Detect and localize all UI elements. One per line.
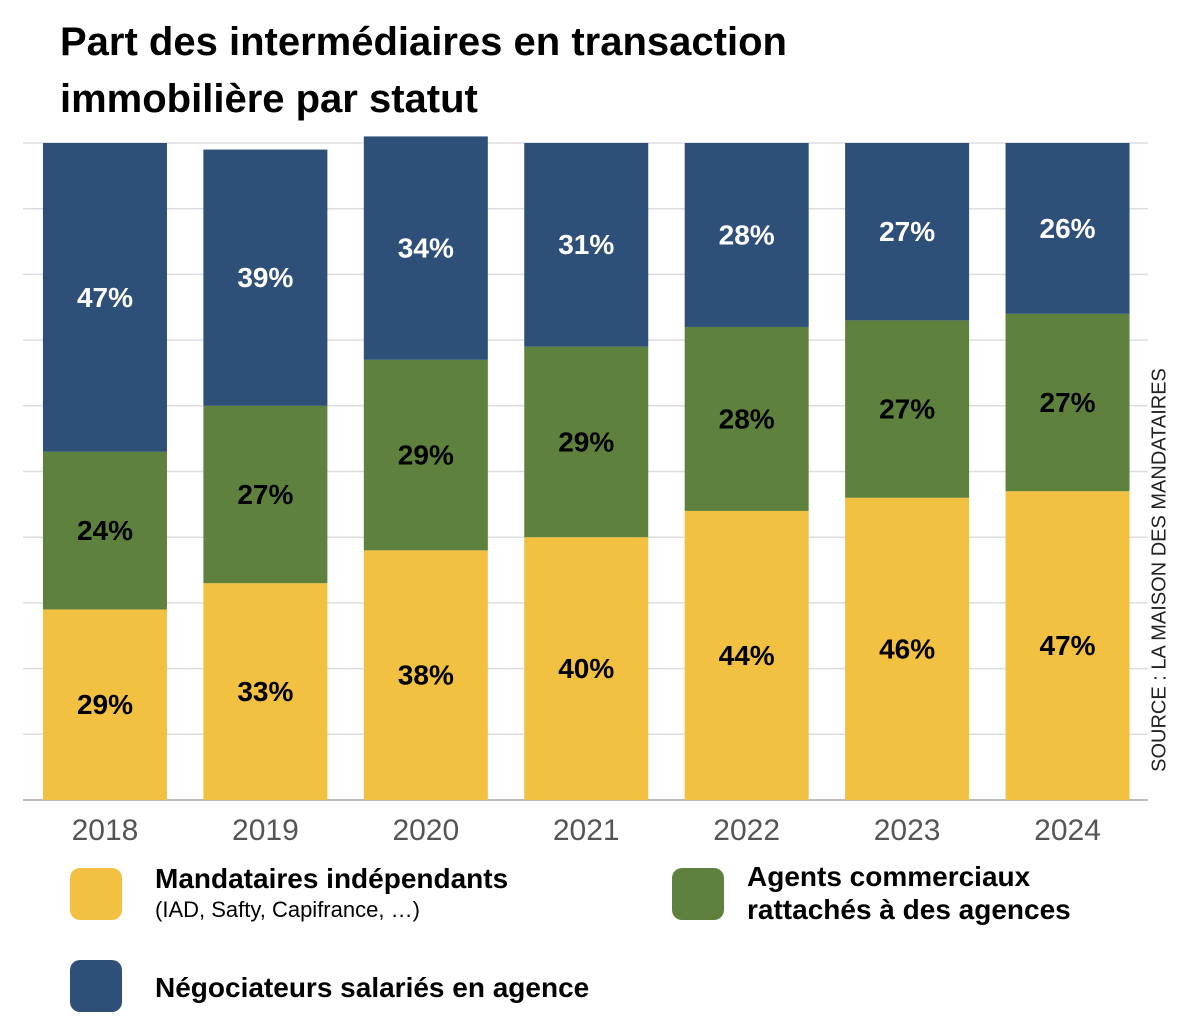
legend-swatch [672,868,724,920]
bar-segment [363,136,488,360]
value-label: 47% [77,282,133,313]
bar-segment [684,510,809,800]
x-tick-label: 2021 [553,814,620,847]
value-label: 28% [719,403,775,434]
value-label: 27% [1040,387,1096,418]
bar-segment [684,143,809,327]
value-label: 27% [879,216,935,247]
bar-segment [684,326,809,511]
bar-segment [42,609,167,800]
legend-entry: Agents commerciaux rattachés à des agenc… [747,860,1147,926]
value-label: 46% [879,633,935,664]
value-label: 27% [879,393,935,424]
value-label: 29% [77,689,133,720]
value-label: 33% [237,676,293,707]
value-label: 40% [558,653,614,684]
bar-segment [363,550,488,800]
bar-segment [524,346,649,538]
value-label: 26% [1040,213,1096,244]
value-label: 29% [558,426,614,457]
legend-detail: (IAD, Safty, Capifrance, …) [155,897,420,922]
value-label: 27% [237,479,293,510]
x-tick-label: 2020 [392,814,459,847]
value-label: 24% [77,515,133,546]
legend-entry: Négociateurs salariés en agence [155,971,715,1004]
bar-segment [42,451,167,610]
chart-title: Part des intermédiaires en transaction i… [60,20,787,121]
bar-segment [203,149,328,406]
bar-segment [1005,491,1130,800]
x-tick-label: 2024 [1034,814,1101,847]
legend-label: Négociateurs salariés en agence [155,972,590,1003]
value-label: 29% [398,439,454,470]
bar-segment [845,143,970,321]
bar-segment [363,359,488,551]
x-tick-label: 2019 [232,814,299,847]
legend-swatch [70,960,122,1012]
bar-segment [203,583,328,800]
value-label: 47% [1040,630,1096,661]
bar-segment [1005,143,1130,314]
bar-segment [845,320,970,498]
value-label: 31% [558,229,614,260]
x-tick-label: 2022 [713,814,780,847]
bar-segment [1005,313,1130,492]
legend-label: Mandataires indépendants [155,863,509,894]
value-label: 39% [237,262,293,293]
source: SOURCE : LA MAISON DES MANDATAIRES [1148,368,1170,772]
bar-segment [203,405,328,584]
x-tick-label: 2023 [874,814,941,847]
legend-entry: Mandataires indépendants (IAD, Safty, Cap… [155,862,635,925]
bar-segment [845,497,970,800]
value-label: 44% [719,640,775,671]
value-label: 28% [719,219,775,250]
x-tick-label: 2018 [72,814,139,847]
value-label: 34% [398,233,454,264]
legend-swatch [70,868,122,920]
bar-segment [524,143,649,347]
bar-segment [524,537,649,800]
legend-label: Agents commerciaux rattachés à des agenc… [747,861,1071,925]
value-label: 38% [398,660,454,691]
bar-segment [42,143,167,452]
